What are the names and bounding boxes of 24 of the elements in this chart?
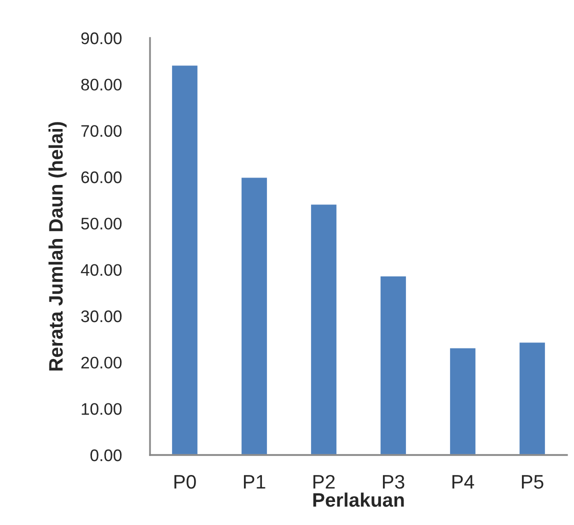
y-tick-label: 50.00: [81, 218, 122, 230]
bar: [170, 64, 199, 455]
y-tick-label: 0.00: [90, 449, 122, 462]
y-tick-label: 80.00: [81, 78, 122, 91]
bar: [518, 341, 546, 455]
bar: [310, 203, 338, 455]
y-tick-label: 60.00: [81, 171, 122, 184]
y-tick-label: 30.00: [81, 310, 122, 322]
y-tick-label: 20.00: [81, 356, 122, 369]
x-tick-label: P5: [522, 475, 544, 489]
y-axis-title: Rerata Jumlah Daun (helai): [48, 122, 67, 371]
y-tick-label: 70.00: [81, 125, 122, 137]
x-tick-label: P2: [313, 474, 335, 489]
x-tick-label: P4: [452, 475, 474, 489]
x-tick-label: P1: [244, 475, 266, 489]
bar: [379, 274, 408, 455]
x-axis-title: Perlakuan: [313, 492, 404, 507]
x-tick-label: P0: [174, 474, 196, 489]
y-tick-label: 40.00: [80, 264, 122, 276]
bar: [240, 176, 268, 455]
y-tick-label: 10.00: [82, 403, 122, 415]
bar: [448, 346, 477, 455]
x-tick-label: P3: [382, 474, 404, 489]
y-tick-label: 90.00: [81, 32, 122, 44]
